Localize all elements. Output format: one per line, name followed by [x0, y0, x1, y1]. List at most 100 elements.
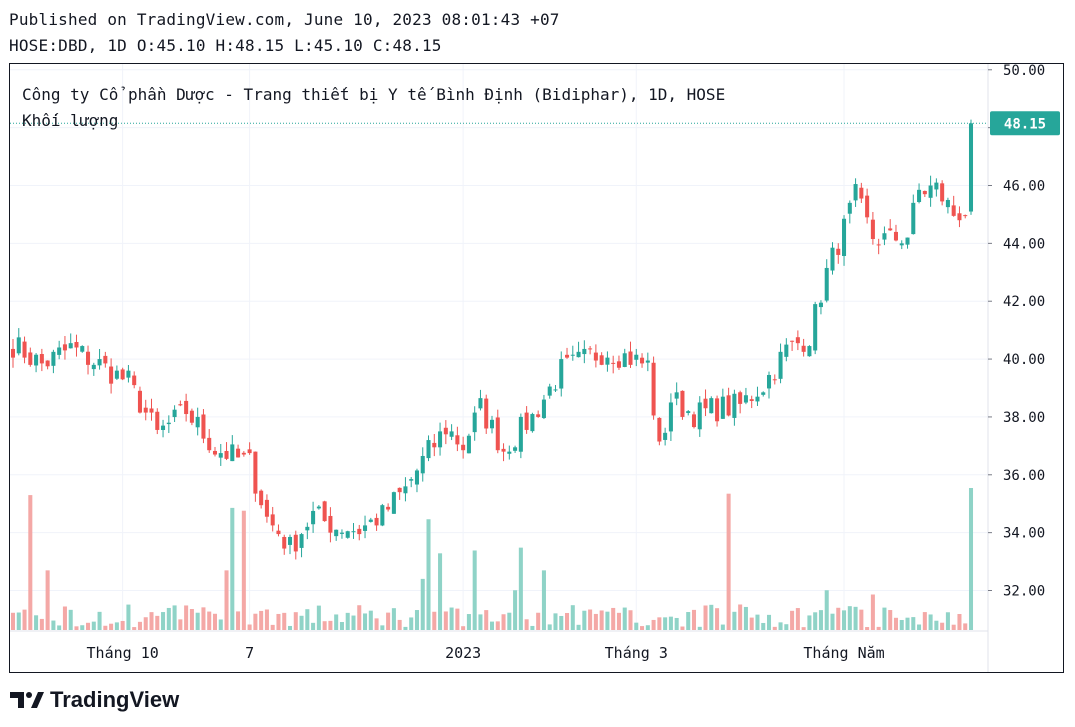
volume-bar — [749, 617, 754, 630]
volume-bar — [432, 611, 437, 630]
x-tick-label: 2023 — [445, 644, 481, 662]
candle-body — [241, 452, 246, 455]
volume-bar — [97, 611, 102, 630]
volume-bar — [940, 622, 945, 630]
candle-body — [940, 183, 945, 202]
volume-bar — [865, 627, 870, 630]
volume-bar — [842, 610, 847, 630]
candle-body — [51, 351, 56, 366]
volume-bar — [449, 607, 454, 630]
candle-body — [547, 386, 552, 396]
candle-body — [599, 355, 604, 365]
candle-body — [766, 374, 772, 389]
candle-body — [276, 530, 281, 535]
volume-bar — [322, 621, 327, 630]
candle-body — [582, 348, 587, 355]
candle-body — [795, 337, 800, 344]
candle-body — [934, 182, 939, 190]
candle-body — [132, 375, 137, 386]
candle-body — [287, 536, 293, 545]
volume-bar — [230, 507, 235, 630]
volume-bar — [917, 624, 922, 630]
candlestick-chart[interactable]: 50.0048.0046.0044.0042.0040.0038.0036.00… — [10, 64, 1063, 672]
volume-bar — [57, 625, 62, 630]
volume-bar — [126, 604, 131, 630]
candle-body — [697, 402, 702, 430]
candle-body — [691, 414, 697, 428]
volume-bar — [80, 625, 85, 630]
volume-bar — [709, 604, 714, 630]
volume-bar — [461, 626, 466, 630]
candle-body — [593, 352, 598, 361]
volume-bar — [293, 612, 298, 630]
candle-body — [461, 444, 466, 451]
candle-body — [576, 351, 581, 358]
candle-body — [663, 432, 668, 440]
candle-body — [842, 218, 847, 256]
candle-body — [680, 390, 685, 417]
volume-bar — [772, 626, 777, 630]
volume-bar — [657, 617, 662, 630]
volume-bar — [339, 622, 344, 630]
volume-bar — [132, 627, 137, 630]
volume-bar — [726, 493, 731, 630]
candle-body — [715, 398, 720, 422]
volume-bar — [738, 604, 743, 630]
candle-body — [911, 202, 916, 235]
volume-bar — [455, 608, 460, 630]
volume-bar — [795, 608, 800, 630]
volume-bar — [45, 570, 50, 630]
candle-body — [709, 398, 714, 414]
candle-body — [137, 390, 142, 413]
candle-body — [449, 431, 454, 437]
candle-body — [588, 348, 593, 350]
volume-bar — [316, 605, 321, 630]
candle-body — [172, 409, 177, 418]
volume-bar — [507, 612, 512, 630]
candle-body — [224, 450, 229, 459]
volume-bar — [541, 570, 546, 630]
volume-bar — [264, 609, 269, 630]
volume-bar — [212, 613, 218, 630]
volume-bar — [380, 625, 385, 630]
volume-bar — [634, 622, 639, 630]
candle-body — [438, 431, 443, 448]
candle-body — [755, 396, 760, 402]
candle-body — [97, 359, 102, 366]
volume-bar — [945, 612, 950, 630]
candle-body — [922, 190, 927, 195]
volume-bar — [957, 614, 962, 630]
candle-body — [749, 399, 754, 402]
volume-bar — [870, 594, 875, 630]
candle-body — [726, 395, 731, 416]
volume-bar — [651, 619, 656, 630]
volume-bar — [501, 614, 506, 630]
volume-bar — [443, 611, 448, 630]
volume-bar — [836, 607, 841, 630]
candle-body — [778, 351, 783, 379]
candle-body — [651, 362, 656, 416]
candle-body — [466, 435, 471, 454]
candle-body — [853, 184, 858, 201]
volume-bar — [611, 607, 616, 630]
candle-body — [565, 354, 570, 358]
volume-bar — [484, 610, 489, 630]
candle-body — [432, 442, 437, 448]
candle-body — [784, 344, 789, 357]
volume-bar — [576, 624, 581, 630]
chart-frame[interactable]: 50.0048.0046.0044.0042.0040.0038.0036.00… — [9, 63, 1064, 673]
candle-body — [189, 410, 194, 423]
volume-bar — [784, 624, 789, 630]
volume-bar — [236, 611, 241, 630]
y-tick-label: 38.00 — [1003, 410, 1045, 426]
volume-bar — [287, 625, 293, 630]
volume-bar — [178, 619, 183, 630]
candle-body — [455, 435, 460, 445]
volume-bar — [143, 617, 148, 630]
candle-body — [622, 353, 627, 367]
candle-body — [339, 532, 344, 534]
volume-bar — [882, 607, 887, 630]
candle-body — [847, 202, 852, 214]
volume-bar — [391, 608, 396, 630]
candle-body — [951, 205, 956, 216]
